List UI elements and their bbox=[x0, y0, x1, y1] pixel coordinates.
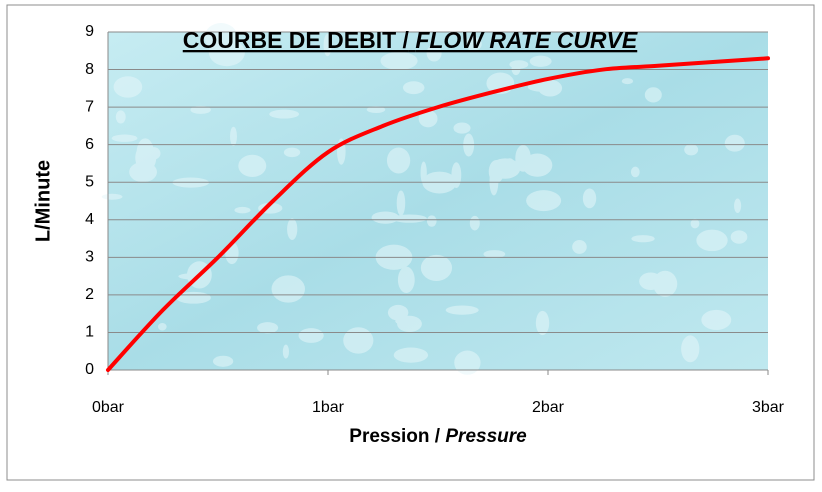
drop bbox=[734, 198, 741, 213]
chart-title: COURBE DE DEBIT / FLOW RATE CURVE bbox=[183, 27, 638, 53]
drop bbox=[530, 56, 552, 67]
drop bbox=[272, 275, 305, 302]
drop bbox=[116, 110, 126, 123]
x-tick-label: 0bar bbox=[92, 399, 125, 416]
y-tick-label: 5 bbox=[85, 173, 94, 190]
drop bbox=[515, 145, 531, 172]
drop bbox=[397, 190, 406, 215]
drop bbox=[234, 207, 250, 213]
drop bbox=[112, 135, 138, 142]
drop bbox=[283, 345, 289, 359]
y-axis-title: L/Minute bbox=[32, 160, 54, 242]
drop bbox=[572, 240, 587, 254]
drop bbox=[137, 138, 154, 166]
drop bbox=[725, 135, 745, 152]
title-main: COURBE DE DEBIT / bbox=[183, 27, 410, 53]
drop bbox=[489, 168, 498, 196]
drop bbox=[505, 158, 514, 167]
drop bbox=[394, 348, 428, 363]
page: COURBE DE DEBIT / FLOW RATE CURVE Pressi… bbox=[0, 0, 822, 492]
x-label-main: Pression / bbox=[349, 426, 441, 447]
drop bbox=[299, 328, 324, 343]
drop bbox=[653, 271, 677, 297]
drop bbox=[343, 327, 373, 353]
x-tick-label: 2bar bbox=[532, 399, 565, 416]
x-label-translation: Pressure bbox=[445, 426, 527, 447]
title-translation: FLOW RATE CURVE bbox=[415, 27, 638, 53]
drop bbox=[213, 356, 233, 367]
drop bbox=[681, 335, 699, 362]
plot-background bbox=[108, 32, 768, 370]
drop bbox=[392, 214, 427, 222]
y-tick-label: 0 bbox=[85, 361, 94, 378]
drop bbox=[257, 322, 278, 333]
drop bbox=[284, 148, 300, 158]
drop bbox=[398, 267, 415, 293]
drop bbox=[102, 194, 123, 200]
drop bbox=[287, 218, 297, 240]
drop bbox=[427, 215, 437, 226]
drop bbox=[387, 148, 410, 174]
drop bbox=[454, 351, 480, 375]
drop bbox=[114, 76, 143, 97]
drop bbox=[583, 188, 596, 208]
drop bbox=[512, 62, 521, 75]
drop bbox=[269, 110, 299, 119]
drop bbox=[645, 87, 662, 102]
y-tick-label: 3 bbox=[85, 249, 94, 266]
drop bbox=[696, 230, 727, 252]
y-tick-label: 4 bbox=[85, 211, 94, 228]
drop bbox=[684, 144, 698, 155]
y-tick-label: 1 bbox=[85, 324, 94, 341]
drop bbox=[536, 311, 549, 335]
drop bbox=[403, 81, 424, 94]
drop bbox=[631, 167, 640, 178]
drop bbox=[230, 127, 237, 146]
drop bbox=[731, 230, 748, 243]
y-tick-label: 7 bbox=[85, 98, 94, 115]
drop bbox=[526, 190, 561, 211]
y-tick-label: 2 bbox=[85, 286, 94, 303]
drop bbox=[470, 216, 480, 231]
x-tick-label: 1bar bbox=[312, 399, 345, 416]
drop bbox=[446, 306, 479, 315]
y-tick-label: 8 bbox=[85, 61, 94, 78]
drop bbox=[701, 310, 731, 330]
drop bbox=[158, 323, 167, 331]
x-axis-title: Pression / Pressure bbox=[349, 426, 527, 447]
drop bbox=[421, 255, 452, 281]
y-tick-label: 9 bbox=[85, 23, 94, 40]
chart: COURBE DE DEBIT / FLOW RATE CURVE Pressi… bbox=[0, 0, 822, 487]
drop bbox=[380, 52, 417, 70]
drop bbox=[395, 317, 415, 325]
drop bbox=[622, 78, 633, 84]
x-tick-label: 3bar bbox=[752, 399, 785, 416]
drop bbox=[238, 155, 266, 177]
drop bbox=[631, 235, 654, 242]
drop bbox=[453, 123, 470, 134]
y-tick-label: 6 bbox=[85, 136, 94, 153]
